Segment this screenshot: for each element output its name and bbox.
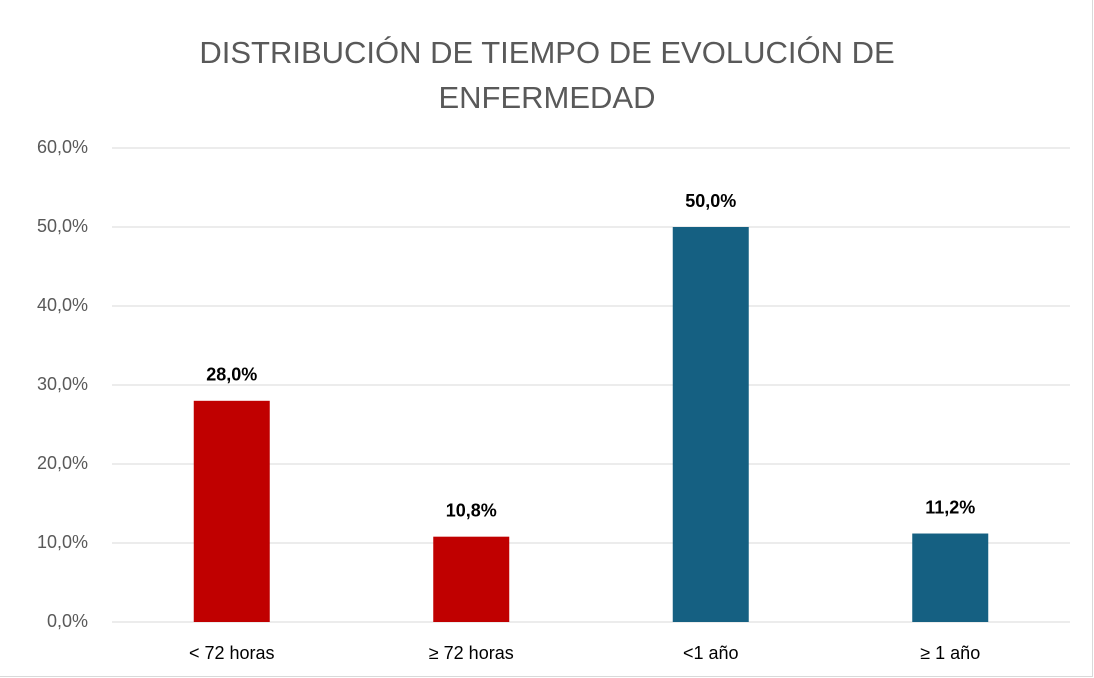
value-label: 10,8%: [446, 500, 497, 520]
x-tick-label: ≥ 1 año: [920, 643, 980, 663]
y-tick-label: 30,0%: [37, 374, 88, 394]
y-tick-label: 60,0%: [37, 137, 88, 157]
y-tick-label: 10,0%: [37, 532, 88, 552]
x-tick-label: <1 año: [683, 643, 739, 663]
y-tick-label: 40,0%: [37, 295, 88, 315]
bar: [433, 536, 510, 622]
y-tick-label: 0,0%: [47, 611, 88, 631]
bar: [912, 533, 989, 622]
x-tick-label: ≥ 72 horas: [429, 643, 514, 663]
x-tick-label: < 72 horas: [189, 643, 275, 663]
bar: [672, 227, 749, 622]
chart-title: DISTRIBUCIÓN DE TIEMPO DE EVOLUCIÓN DE E…: [199, 35, 895, 115]
value-label: 28,0%: [206, 365, 257, 385]
value-label: 50,0%: [685, 191, 736, 211]
y-tick-label: 50,0%: [37, 216, 88, 236]
value-label: 11,2%: [925, 497, 975, 517]
y-tick-label: 20,0%: [37, 453, 88, 473]
bar: [193, 400, 270, 622]
